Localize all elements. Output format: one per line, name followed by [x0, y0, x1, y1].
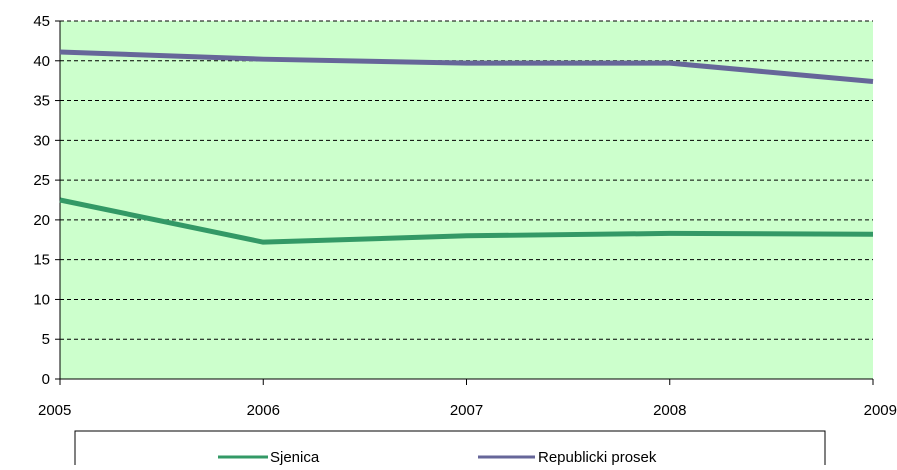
y-tick-label: 5 — [42, 331, 50, 348]
y-tick-label: 25 — [33, 172, 50, 189]
y-tick-label: 40 — [33, 53, 50, 70]
y-tick-label: 15 — [33, 252, 50, 269]
x-tick-label: 2008 — [653, 402, 686, 419]
y-tick-label: 30 — [33, 132, 50, 149]
y-tick-label: 20 — [33, 212, 50, 229]
y-tick-label: 10 — [33, 291, 50, 308]
legend-box — [75, 431, 825, 465]
legend: Sjenica Republicki prosek — [75, 431, 825, 465]
y-tick-label: 0 — [42, 371, 50, 388]
x-tick-label: 2007 — [450, 402, 483, 419]
plot-area — [60, 21, 873, 379]
legend-label-0: Sjenica — [270, 449, 320, 465]
x-tick-label: 2006 — [247, 402, 280, 419]
y-tick-label: 45 — [33, 13, 50, 30]
x-tick-label: 2005 — [38, 402, 71, 419]
legend-label-1: Republicki prosek — [538, 449, 657, 465]
y-tick-label: 35 — [33, 93, 50, 110]
x-tick-label: 2009 — [864, 402, 897, 419]
